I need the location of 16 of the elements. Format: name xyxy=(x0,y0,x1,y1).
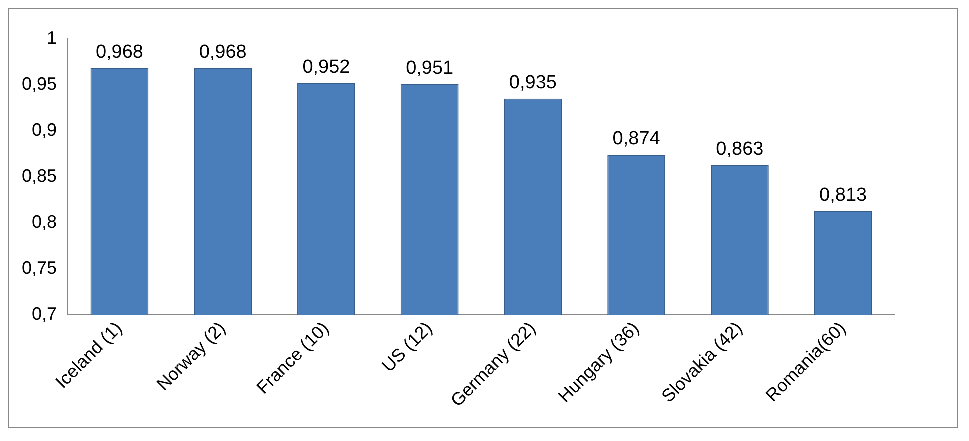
data-label: 0,874 xyxy=(612,128,661,150)
y-tick-label: 0,9 xyxy=(32,120,58,140)
y-tick-label: 0,8 xyxy=(32,212,58,232)
y-tick-label: 0,7 xyxy=(32,304,58,324)
data-label: 0,813 xyxy=(820,184,868,206)
y-tick-label: 0,85 xyxy=(22,166,58,186)
data-label: 0,935 xyxy=(509,72,557,94)
data-label: 0,863 xyxy=(716,138,764,160)
data-label: 0,968 xyxy=(96,42,144,64)
data-label: 0,968 xyxy=(199,42,247,64)
x-tick-label: US (12) xyxy=(378,318,436,376)
y-tick-label: 1 xyxy=(47,28,58,48)
data-label: 0,951 xyxy=(406,58,454,79)
y-tick-label: 0,75 xyxy=(22,258,58,278)
y-tick-label: 0,95 xyxy=(22,74,58,94)
data-label: 0,952 xyxy=(302,56,350,78)
